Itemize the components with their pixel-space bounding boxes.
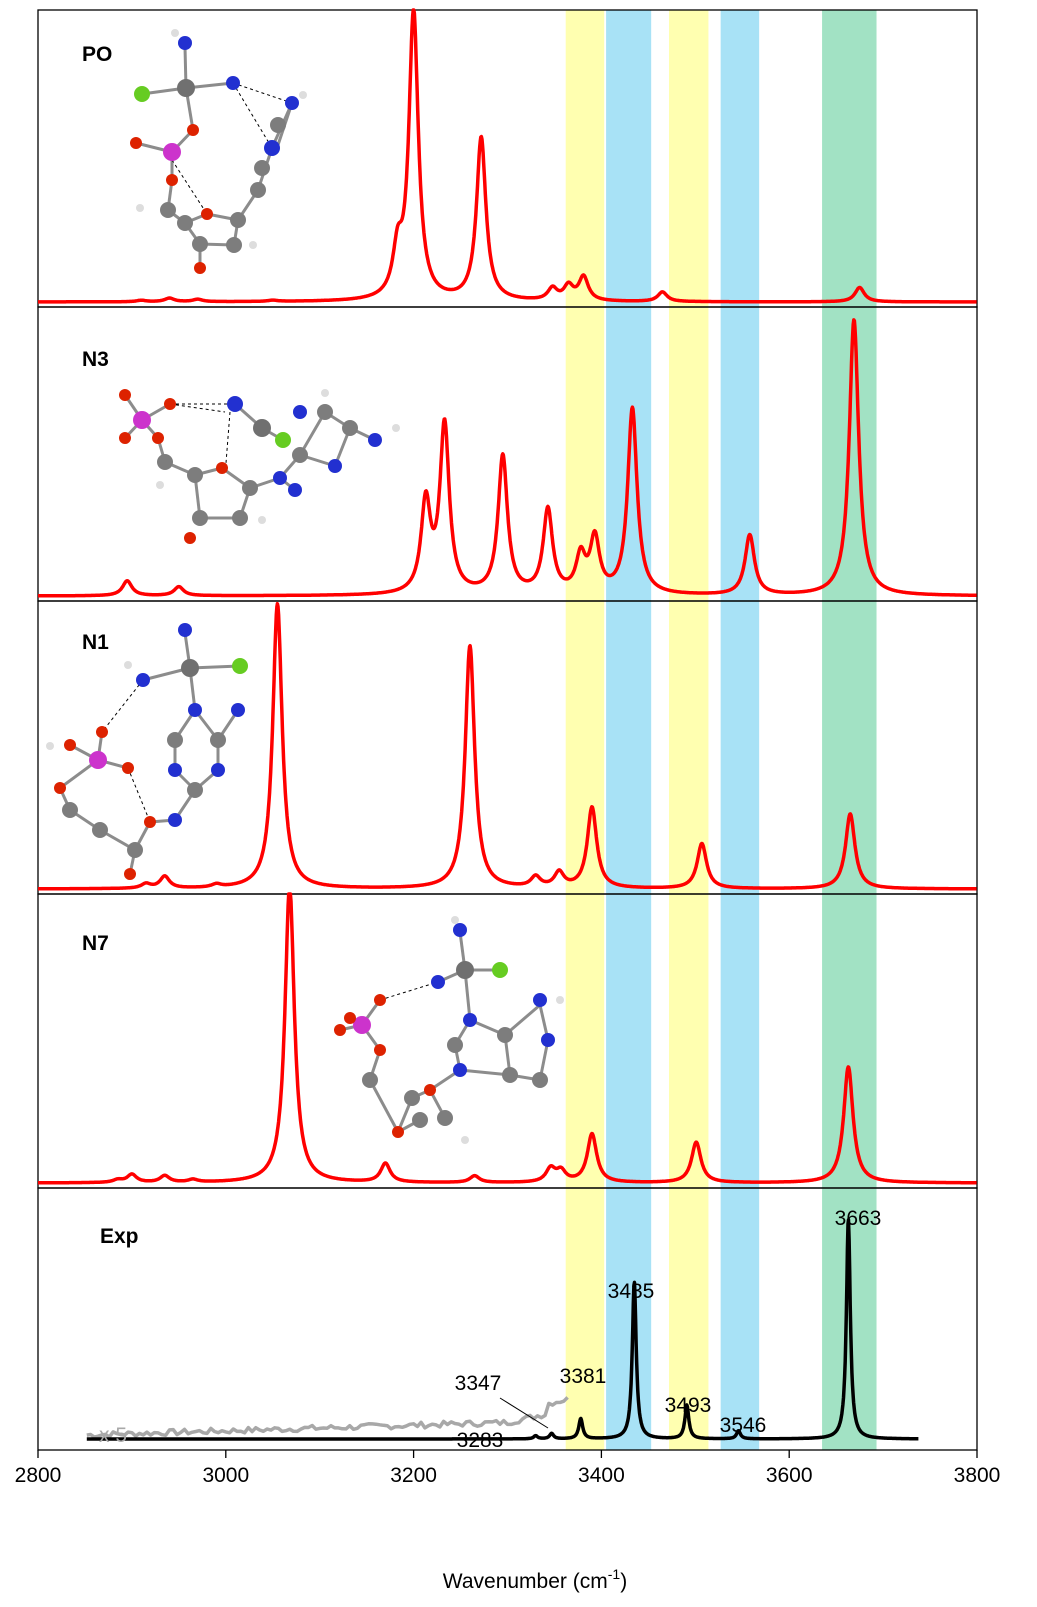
panel-label-exp: Exp [100, 1225, 139, 1248]
panel-frame [37, 1187, 978, 1451]
peak-label-3347: 3347 [455, 1372, 502, 1395]
highlight-band-3 [720, 10, 760, 1450]
x-tick-label-3800: 3800 [954, 1464, 1001, 1487]
x-tick-label-3400: 3400 [578, 1464, 625, 1487]
peak-label-3283: 3283 [457, 1429, 504, 1452]
peak-label-3347-leader [499, 1397, 549, 1429]
highlight-band-0 [565, 10, 605, 1450]
highlight-band-1 [606, 10, 652, 1450]
highlight-bands [565, 10, 877, 1450]
peak-label-3381: 3381 [560, 1365, 607, 1388]
x-tick-label-2800: 2800 [15, 1464, 62, 1487]
panel-n3: N3 [36, 306, 978, 602]
scale-factor-label: x 5 [99, 1424, 127, 1447]
panel-n7: N7 [36, 892, 978, 1189]
series-n7-spectrum [36, 892, 978, 1185]
peak-label-3546: 3546 [720, 1414, 767, 1437]
panel-label-po: PO [82, 43, 112, 66]
molecule-structure-n3 [119, 389, 400, 544]
x-axis: 2800 3000 3200 3400 3600 3800 [15, 1450, 1001, 1487]
x-tick-label-3600: 3600 [766, 1464, 813, 1487]
series-n3-spectrum [36, 318, 978, 598]
panel-n1: N1 [36, 600, 978, 895]
series-exp-spectrum [85, 1218, 920, 1441]
series-exp-scaled-trace [86, 1396, 569, 1439]
panel-label-n3: N3 [82, 348, 109, 371]
x-tick-label-3000: 3000 [202, 1464, 249, 1487]
panel-exp: Exp x 5 3663 3435 3381 3347 3283 3493 35… [37, 1187, 978, 1452]
x-tick-label-3200: 3200 [390, 1464, 437, 1487]
panel-po: PO [36, 8, 978, 308]
peak-label-3435: 3435 [608, 1280, 655, 1303]
series-n1-spectrum [36, 601, 978, 891]
panel-label-n7: N7 [82, 932, 109, 955]
highlight-band-4 [822, 10, 877, 1450]
molecule-structure-po [130, 29, 307, 274]
panel-label-n1: N1 [82, 631, 109, 654]
highlight-band-2 [669, 10, 709, 1450]
molecule-structure-n7 [334, 916, 564, 1144]
peak-label-3663: 3663 [835, 1207, 882, 1230]
molecule-structure-n1 [46, 623, 248, 880]
series-po-spectrum [36, 8, 978, 304]
peak-label-3493: 3493 [665, 1394, 712, 1417]
x-axis-title: Wavenumber (cm-1) [443, 1566, 627, 1593]
